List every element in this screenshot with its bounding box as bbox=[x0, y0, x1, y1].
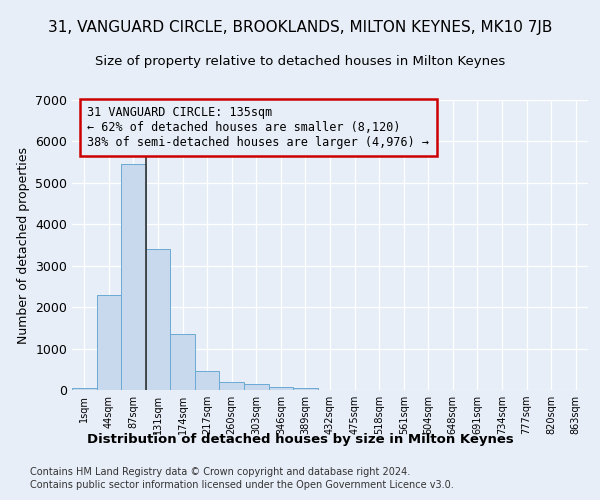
Text: Size of property relative to detached houses in Milton Keynes: Size of property relative to detached ho… bbox=[95, 55, 505, 68]
Text: Contains HM Land Registry data © Crown copyright and database right 2024.: Contains HM Land Registry data © Crown c… bbox=[30, 467, 410, 477]
Bar bbox=[195, 372, 220, 390]
Y-axis label: Number of detached properties: Number of detached properties bbox=[17, 146, 29, 344]
Bar bbox=[269, 387, 293, 390]
Text: Distribution of detached houses by size in Milton Keynes: Distribution of detached houses by size … bbox=[86, 432, 514, 446]
Bar bbox=[146, 249, 170, 390]
Text: 31, VANGUARD CIRCLE, BROOKLANDS, MILTON KEYNES, MK10 7JB: 31, VANGUARD CIRCLE, BROOKLANDS, MILTON … bbox=[48, 20, 552, 35]
Bar bbox=[220, 382, 244, 390]
Bar bbox=[244, 384, 269, 390]
Bar bbox=[293, 388, 318, 390]
Bar bbox=[97, 294, 121, 390]
Bar bbox=[170, 334, 195, 390]
Text: 31 VANGUARD CIRCLE: 135sqm
← 62% of detached houses are smaller (8,120)
38% of s: 31 VANGUARD CIRCLE: 135sqm ← 62% of deta… bbox=[88, 106, 430, 149]
Bar bbox=[121, 164, 146, 390]
Text: Contains public sector information licensed under the Open Government Licence v3: Contains public sector information licen… bbox=[30, 480, 454, 490]
Bar bbox=[72, 388, 97, 390]
